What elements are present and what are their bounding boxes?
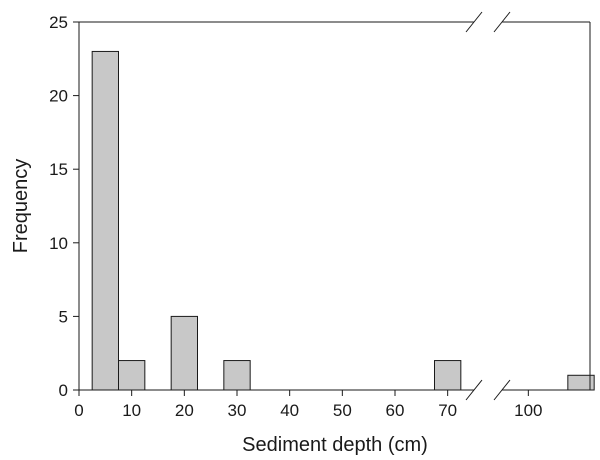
x-tick-label: 60 bbox=[386, 401, 405, 420]
axis-break-mark bbox=[493, 379, 511, 401]
histogram-bar bbox=[91, 50, 119, 391]
y-tick-label: 25 bbox=[49, 13, 68, 32]
y-tick-label: 5 bbox=[59, 307, 68, 326]
y-tick-label: 15 bbox=[49, 160, 68, 179]
x-axis-ticks: 0 10 20 30 40 50 60 70 100 bbox=[74, 390, 543, 420]
x-tick-label: 70 bbox=[438, 401, 457, 420]
x-tick-label: 30 bbox=[228, 401, 247, 420]
y-axis-title: Frequency bbox=[10, 159, 32, 254]
x-tick-label: 0 bbox=[74, 401, 83, 420]
y-tick-label: 20 bbox=[49, 87, 68, 106]
x-tick-label: 10 bbox=[122, 401, 141, 420]
axes-frame bbox=[78, 11, 591, 401]
x-axis-title: Sediment depth (cm) bbox=[242, 434, 428, 456]
y-tick-label: 10 bbox=[49, 234, 68, 253]
histogram-bar bbox=[223, 360, 251, 391]
axis-break-mark bbox=[465, 379, 483, 401]
bars-group bbox=[91, 50, 595, 391]
x-tick-label: 100 bbox=[514, 401, 542, 420]
axis-break-mark bbox=[465, 11, 483, 33]
x-tick-label: 50 bbox=[333, 401, 352, 420]
axis-break-mark bbox=[493, 11, 511, 33]
histogram-bar bbox=[434, 360, 462, 391]
histogram-bar bbox=[118, 360, 146, 391]
x-tick-label: 20 bbox=[175, 401, 194, 420]
x-tick-label: 40 bbox=[280, 401, 299, 420]
y-tick-label: 0 bbox=[59, 381, 68, 400]
y-axis-ticks: 0 5 10 15 20 25 bbox=[49, 13, 79, 400]
histogram-bar bbox=[170, 315, 199, 391]
